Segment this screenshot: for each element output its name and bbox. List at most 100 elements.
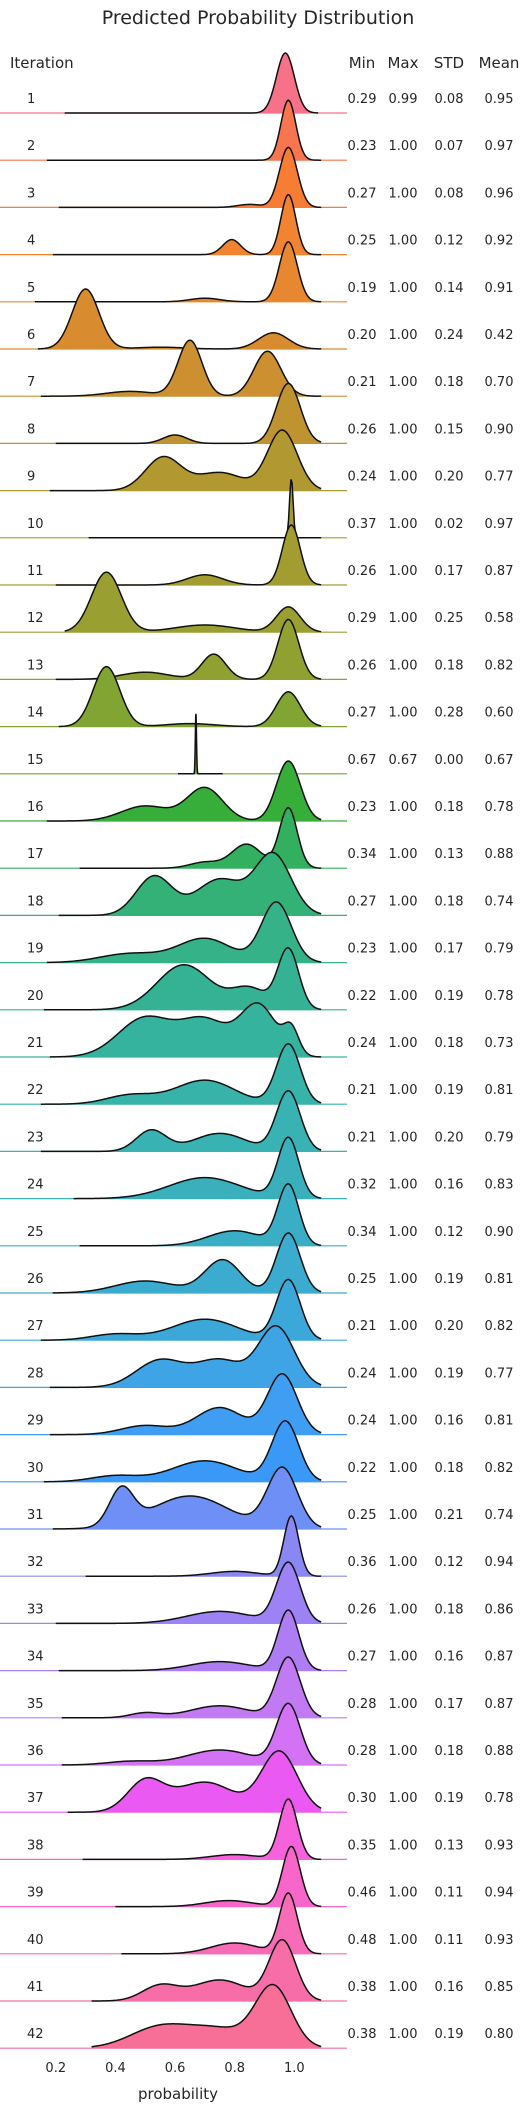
chart-title: Predicted Probability Distribution bbox=[102, 7, 415, 29]
min-value: 0.24 bbox=[348, 470, 377, 485]
max-value: 1.00 bbox=[389, 706, 418, 721]
min-value: 0.34 bbox=[348, 847, 377, 862]
std-value: 0.08 bbox=[435, 92, 464, 107]
ridge-row-29: 29 0.24 1.00 0.16 0.81 bbox=[0, 1372, 514, 1436]
max-value: 1.00 bbox=[389, 564, 418, 579]
std-value: 0.18 bbox=[435, 658, 464, 673]
ridge-curve-4 bbox=[52, 194, 322, 256]
ridge-row-41: 41 0.38 1.00 0.16 0.85 bbox=[0, 1938, 513, 2002]
min-value: 0.24 bbox=[348, 1036, 377, 1051]
max-value: 1.00 bbox=[389, 470, 418, 485]
min-value: 0.26 bbox=[348, 422, 377, 437]
ridge-row-12: 12 0.29 1.00 0.25 0.58 bbox=[0, 571, 514, 633]
max-value: 1.00 bbox=[389, 517, 418, 532]
ridge-row-21: 21 0.24 1.00 0.18 0.73 bbox=[0, 1002, 513, 1058]
std-value: 0.21 bbox=[435, 1508, 464, 1523]
iteration-label: 36 bbox=[27, 1744, 44, 1759]
min-value: 0.21 bbox=[348, 1319, 377, 1334]
iteration-label: 16 bbox=[27, 800, 44, 815]
ridge-curve-9 bbox=[49, 429, 322, 492]
std-value: 0.19 bbox=[435, 989, 464, 1004]
max-value: 0.67 bbox=[389, 753, 418, 768]
min-value: 0.26 bbox=[348, 564, 377, 579]
max-value: 1.00 bbox=[389, 1225, 418, 1240]
ridge-curve-19 bbox=[46, 901, 322, 964]
mean-value: 0.79 bbox=[485, 942, 514, 957]
iteration-label: 30 bbox=[27, 1461, 44, 1476]
ridge-fill-31 bbox=[52, 1467, 322, 1529]
ridge-fill-1 bbox=[64, 53, 319, 113]
min-value: 0.23 bbox=[348, 800, 377, 815]
ridge-row-38: 38 0.35 1.00 0.13 0.93 bbox=[0, 1798, 513, 1861]
iteration-label: 33 bbox=[27, 1602, 44, 1617]
mean-value: 0.78 bbox=[485, 800, 514, 815]
ridge-curve-34 bbox=[58, 1609, 322, 1672]
mean-value: 0.58 bbox=[485, 611, 514, 626]
iteration-label: 37 bbox=[27, 1791, 44, 1806]
std-value: 0.12 bbox=[435, 234, 464, 249]
std-value: 0.08 bbox=[435, 186, 464, 201]
std-value: 0.18 bbox=[435, 894, 464, 909]
max-value: 1.00 bbox=[389, 234, 418, 249]
iteration-label: 23 bbox=[27, 1130, 44, 1145]
ridge-curve-15 bbox=[178, 713, 223, 775]
max-value: 1.00 bbox=[389, 1980, 418, 1995]
max-value: 1.00 bbox=[389, 1886, 418, 1901]
std-value: 0.18 bbox=[435, 1036, 464, 1051]
x-axis: 0.2 0.4 0.6 0.8 1.0 bbox=[45, 2061, 304, 2076]
ridge-curve-10 bbox=[88, 479, 322, 539]
ridge-curve-33 bbox=[55, 1561, 322, 1625]
min-value: 0.38 bbox=[348, 1980, 377, 1995]
std-value: 0.18 bbox=[435, 375, 464, 390]
std-value: 0.15 bbox=[435, 422, 464, 437]
ridge-curve-31 bbox=[52, 1466, 322, 1530]
mean-value: 0.95 bbox=[485, 92, 514, 107]
iteration-label: 26 bbox=[27, 1272, 44, 1287]
min-value: 0.24 bbox=[348, 1414, 377, 1429]
ridge-fill-3 bbox=[58, 147, 322, 208]
max-value: 1.00 bbox=[389, 1319, 418, 1334]
std-value: 0.24 bbox=[435, 328, 464, 343]
mean-value: 0.67 bbox=[485, 753, 514, 768]
ridge-row-16: 16 0.23 1.00 0.18 0.78 bbox=[0, 760, 514, 822]
max-value: 1.00 bbox=[389, 1508, 418, 1523]
std-value: 0.18 bbox=[435, 1602, 464, 1617]
min-value: 0.67 bbox=[348, 753, 377, 768]
iteration-label: 14 bbox=[27, 706, 44, 721]
mean-value: 0.79 bbox=[485, 1130, 514, 1145]
max-value: 1.00 bbox=[389, 2027, 418, 2042]
iteration-label: 40 bbox=[27, 1933, 44, 1948]
min-value: 0.36 bbox=[348, 1555, 377, 1570]
ridge-row-7: 7 0.21 1.00 0.18 0.70 bbox=[0, 339, 513, 397]
max-value: 1.00 bbox=[389, 1414, 418, 1429]
mean-value: 0.81 bbox=[485, 1414, 514, 1429]
mean-value: 0.96 bbox=[485, 186, 514, 201]
iteration-label: 22 bbox=[27, 1083, 44, 1098]
ridge-row-42: 42 0.38 1.00 0.19 0.80 bbox=[0, 1983, 513, 2049]
mean-value: 0.94 bbox=[485, 1555, 514, 1570]
ridge-fill-7 bbox=[40, 340, 322, 397]
ridge-row-40: 40 0.48 1.00 0.11 0.93 bbox=[0, 1892, 513, 1955]
iteration-label: 21 bbox=[27, 1036, 44, 1051]
min-value: 0.46 bbox=[348, 1886, 377, 1901]
mean-value: 0.90 bbox=[485, 1225, 514, 1240]
ridge-fill-21 bbox=[49, 1002, 322, 1057]
min-value: 0.27 bbox=[348, 1650, 377, 1665]
mean-value: 0.81 bbox=[485, 1272, 514, 1287]
iteration-label: 4 bbox=[27, 234, 35, 249]
ridge-fill-20 bbox=[43, 947, 322, 1010]
ridge-fill-5 bbox=[34, 241, 322, 302]
max-value: 1.00 bbox=[389, 1178, 418, 1193]
ridge-fill-25 bbox=[79, 1183, 322, 1246]
iteration-label: 24 bbox=[27, 1178, 44, 1193]
ridges-group: 1 0.29 0.99 0.08 0.952 0.23 1.00 0.07 0.973 0.27 1… bbox=[0, 52, 514, 2049]
max-value: 1.00 bbox=[389, 942, 418, 957]
iteration-label: 19 bbox=[27, 942, 44, 957]
ridge-curve-2 bbox=[46, 99, 322, 161]
std-value: 0.28 bbox=[435, 706, 464, 721]
mean-value: 0.77 bbox=[485, 1366, 514, 1381]
mean-value: 0.92 bbox=[485, 234, 514, 249]
max-value: 1.00 bbox=[389, 281, 418, 296]
std-value: 0.18 bbox=[435, 800, 464, 815]
std-value: 0.25 bbox=[435, 611, 464, 626]
